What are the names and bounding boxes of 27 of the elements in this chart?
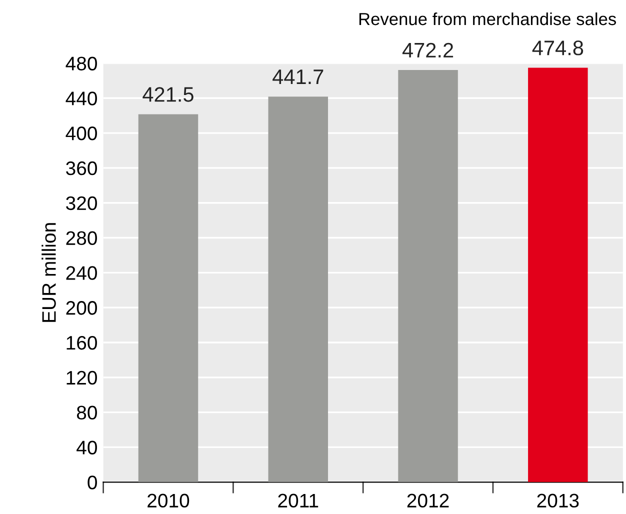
y-tick-label: 320 (66, 196, 97, 210)
bar (138, 114, 198, 482)
data-label: 441.7 (272, 70, 324, 84)
data-label: 472.2 (402, 42, 454, 58)
y-tick-label: 120 (66, 370, 97, 385)
y-tick-label: 240 (66, 266, 97, 280)
x-tick-label: 2011 (278, 494, 318, 508)
y-axis-title: EUR million (42, 223, 56, 322)
y-tick-label: 360 (66, 161, 97, 176)
bar (268, 96, 328, 482)
y-tick-label: 80 (76, 406, 97, 420)
y-tick-label: 160 (66, 336, 97, 350)
y-tick-label: 400 (66, 126, 97, 140)
y-tick-label: 280 (66, 231, 97, 246)
data-label: 421.5 (142, 87, 194, 102)
x-tick-label: 2013 (537, 494, 579, 508)
y-tick-label: 40 (76, 440, 97, 454)
data-label: 474.8 (532, 40, 584, 56)
chart-title: Revenue from merchandise sales (359, 12, 616, 26)
y-tick-label: 480 (66, 56, 97, 70)
x-tick-label: 2010 (148, 494, 190, 508)
y-tick-label: 0 (88, 476, 97, 490)
x-tick-label: 2012 (407, 494, 449, 508)
bar (528, 68, 588, 482)
y-tick-label: 440 (66, 92, 97, 106)
y-tick-label: 200 (66, 301, 97, 315)
bar (398, 70, 458, 482)
